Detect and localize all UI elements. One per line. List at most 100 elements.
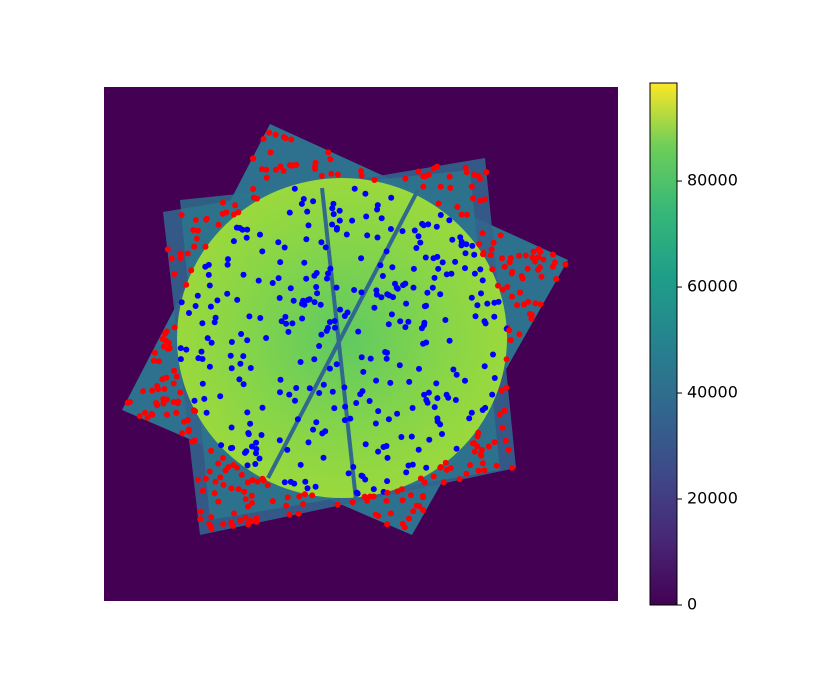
spot bbox=[509, 268, 516, 275]
colorbar-tick-label: 80000 bbox=[687, 171, 738, 190]
spot bbox=[219, 199, 226, 206]
spot bbox=[177, 356, 184, 363]
spot bbox=[149, 387, 156, 394]
spot bbox=[333, 226, 340, 233]
spot bbox=[223, 209, 230, 216]
spot bbox=[197, 516, 204, 523]
spot bbox=[410, 508, 417, 515]
spot bbox=[281, 244, 288, 251]
spot bbox=[290, 297, 297, 304]
spot bbox=[410, 284, 417, 291]
spot bbox=[197, 508, 204, 515]
spot bbox=[215, 460, 222, 467]
spot bbox=[244, 337, 251, 344]
spot bbox=[297, 359, 304, 365]
spot bbox=[499, 255, 505, 262]
spot bbox=[140, 388, 147, 395]
spot bbox=[537, 301, 544, 308]
spot bbox=[319, 430, 326, 437]
colorbar-tick-label: 0 bbox=[687, 595, 697, 614]
spot bbox=[151, 349, 158, 356]
spot bbox=[384, 489, 391, 496]
spot bbox=[429, 284, 436, 291]
spot bbox=[183, 346, 190, 353]
spot bbox=[440, 479, 447, 486]
spot bbox=[301, 259, 308, 266]
spot bbox=[405, 318, 412, 325]
spot bbox=[519, 275, 526, 282]
spot bbox=[318, 239, 325, 246]
spot bbox=[314, 290, 321, 297]
colorbar bbox=[649, 82, 678, 606]
spot bbox=[199, 320, 206, 327]
spot bbox=[378, 294, 385, 301]
spot bbox=[342, 403, 349, 410]
spot bbox=[437, 291, 444, 298]
spot bbox=[300, 501, 307, 507]
spot bbox=[383, 443, 390, 449]
spot bbox=[446, 217, 453, 224]
spot bbox=[334, 501, 341, 508]
spot bbox=[240, 353, 247, 360]
spot bbox=[124, 399, 131, 406]
spot bbox=[178, 212, 185, 218]
spot bbox=[246, 313, 253, 320]
spot bbox=[276, 295, 283, 301]
spot bbox=[318, 172, 325, 179]
spot bbox=[266, 129, 273, 136]
spot bbox=[277, 389, 283, 396]
spot bbox=[431, 274, 438, 281]
spot bbox=[471, 171, 478, 178]
spot bbox=[275, 275, 282, 282]
spot bbox=[297, 461, 304, 468]
spot bbox=[448, 270, 455, 277]
spot bbox=[248, 492, 255, 499]
colorbar-tick-label: 60000 bbox=[687, 277, 738, 296]
spot bbox=[463, 169, 470, 176]
spot bbox=[264, 482, 271, 489]
spot bbox=[471, 448, 478, 455]
spot bbox=[420, 494, 427, 501]
spot bbox=[430, 473, 437, 480]
spot bbox=[191, 397, 198, 404]
spot bbox=[488, 246, 495, 253]
spot bbox=[343, 231, 350, 238]
spot bbox=[334, 171, 341, 178]
spot bbox=[377, 262, 384, 269]
spot bbox=[341, 384, 348, 391]
spot bbox=[326, 319, 333, 325]
spot bbox=[474, 302, 481, 309]
spot bbox=[192, 408, 199, 415]
spot bbox=[161, 386, 168, 392]
spot bbox=[282, 313, 289, 320]
spot bbox=[372, 420, 379, 427]
spot bbox=[507, 255, 514, 261]
spot bbox=[235, 486, 242, 493]
spot bbox=[243, 448, 250, 455]
spot bbox=[215, 498, 222, 505]
spot bbox=[496, 411, 503, 418]
spot bbox=[300, 196, 307, 202]
spot bbox=[388, 194, 395, 201]
spot bbox=[389, 264, 396, 271]
spot bbox=[269, 280, 276, 286]
spot bbox=[244, 226, 251, 233]
spot bbox=[224, 261, 231, 268]
spot bbox=[247, 420, 254, 427]
spot bbox=[228, 339, 235, 345]
spot bbox=[284, 446, 291, 453]
spot bbox=[502, 437, 509, 444]
spot bbox=[310, 198, 317, 205]
spot bbox=[253, 446, 260, 452]
spot bbox=[234, 464, 241, 471]
spot bbox=[469, 242, 476, 249]
spot bbox=[206, 468, 213, 475]
spot bbox=[532, 300, 539, 307]
spot bbox=[420, 183, 427, 190]
spot bbox=[453, 371, 460, 378]
spot bbox=[203, 215, 210, 222]
image bbox=[104, 87, 618, 601]
spot bbox=[194, 292, 201, 299]
spot bbox=[517, 289, 524, 296]
spot bbox=[252, 461, 259, 467]
